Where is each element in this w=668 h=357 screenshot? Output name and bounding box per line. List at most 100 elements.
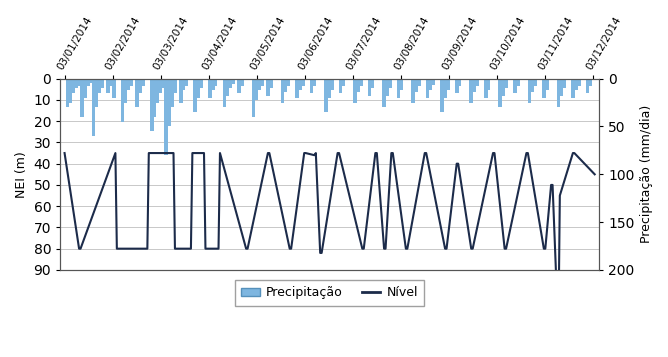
Bar	[167, 79, 171, 126]
Bar	[411, 79, 415, 102]
Bar	[110, 79, 113, 86]
Bar	[356, 79, 360, 92]
Bar	[472, 79, 476, 92]
Bar	[589, 79, 592, 86]
Bar	[71, 79, 75, 93]
Bar	[214, 79, 217, 86]
Bar	[112, 79, 116, 98]
Bar	[295, 79, 299, 98]
Bar	[475, 79, 479, 86]
Bar	[150, 79, 154, 131]
Bar	[528, 79, 531, 102]
Y-axis label: NEI (m): NEI (m)	[15, 151, 28, 198]
Bar	[577, 79, 580, 86]
Bar	[281, 79, 285, 102]
Bar	[100, 79, 104, 88]
Bar	[124, 79, 128, 102]
Bar	[432, 79, 436, 85]
Bar	[310, 79, 313, 93]
Bar	[444, 79, 447, 98]
Bar	[92, 79, 96, 136]
Bar	[179, 79, 182, 102]
Bar	[211, 79, 214, 90]
Bar	[556, 79, 560, 107]
Bar	[261, 79, 264, 86]
Bar	[130, 79, 133, 86]
Bar	[414, 79, 418, 92]
Bar	[269, 79, 273, 88]
Bar	[252, 79, 255, 117]
Bar	[199, 79, 203, 88]
Bar	[98, 79, 102, 93]
Bar	[446, 79, 450, 90]
Bar	[574, 79, 578, 90]
Bar	[194, 79, 197, 112]
Bar	[586, 79, 589, 93]
Bar	[138, 79, 142, 93]
Bar	[371, 79, 374, 88]
Bar	[397, 79, 400, 98]
Bar	[458, 79, 462, 86]
Bar	[571, 79, 574, 98]
Bar	[156, 79, 160, 102]
Bar	[562, 79, 566, 88]
Bar	[327, 79, 331, 98]
Bar	[368, 79, 371, 96]
Bar	[313, 79, 316, 86]
Bar	[182, 79, 186, 90]
Bar	[429, 79, 432, 90]
Bar	[86, 79, 90, 86]
Bar	[77, 79, 81, 86]
Bar	[255, 79, 258, 100]
Bar	[487, 79, 490, 90]
Bar	[83, 79, 87, 98]
Bar	[484, 79, 488, 98]
Y-axis label: Precipitação (mm/dia): Precipitação (mm/dia)	[640, 105, 653, 243]
Bar	[158, 79, 162, 93]
Bar	[136, 79, 139, 107]
Bar	[121, 79, 124, 122]
Bar	[164, 79, 168, 155]
Bar	[385, 79, 389, 96]
Bar	[89, 79, 93, 84]
Legend: Precipitação, Nível: Precipitação, Nível	[235, 280, 424, 306]
Bar	[237, 79, 240, 93]
Bar	[225, 79, 229, 96]
Bar	[516, 79, 520, 86]
Bar	[530, 79, 534, 92]
Bar	[95, 79, 98, 107]
Bar	[162, 79, 165, 88]
Bar	[470, 79, 473, 102]
Bar	[231, 79, 235, 84]
Bar	[502, 79, 505, 96]
Bar	[173, 79, 177, 93]
Bar	[426, 79, 430, 98]
Bar	[301, 79, 305, 86]
Bar	[545, 79, 548, 90]
Bar	[542, 79, 546, 98]
Bar	[127, 79, 130, 90]
Bar	[533, 79, 537, 86]
Bar	[240, 79, 244, 86]
Bar	[455, 79, 458, 93]
Bar	[339, 79, 342, 93]
Bar	[399, 79, 403, 90]
Bar	[440, 79, 444, 112]
Bar	[359, 79, 363, 86]
Bar	[196, 79, 200, 98]
Bar	[498, 79, 502, 107]
Bar	[153, 79, 156, 117]
Bar	[324, 79, 328, 112]
Bar	[80, 79, 84, 117]
Bar	[382, 79, 386, 107]
Bar	[228, 79, 232, 88]
Bar	[353, 79, 357, 102]
Bar	[504, 79, 508, 88]
Bar	[69, 79, 72, 102]
Bar	[141, 79, 145, 86]
Bar	[287, 79, 290, 86]
Bar	[388, 79, 391, 88]
Bar	[560, 79, 563, 96]
Bar	[208, 79, 212, 98]
Bar	[513, 79, 516, 93]
